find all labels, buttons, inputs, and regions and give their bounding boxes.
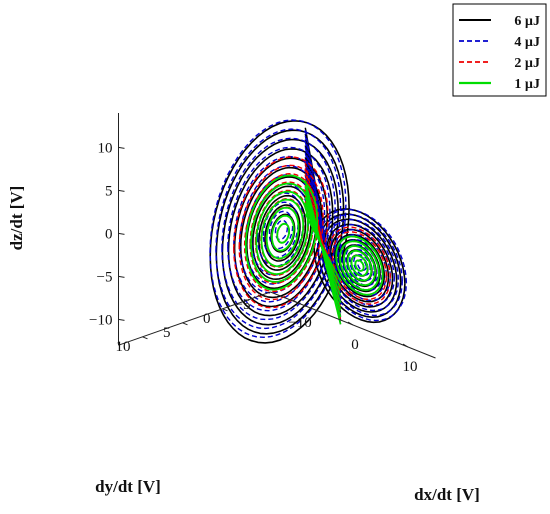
legend-entry-label: 4 µJ xyxy=(514,35,540,50)
z-tick-mark xyxy=(118,275,125,278)
left-scroll-loop xyxy=(260,198,305,268)
right-scroll-loop xyxy=(331,231,388,301)
series-1-j xyxy=(244,174,384,325)
z-tick-mark xyxy=(118,232,125,235)
right-scroll-loop xyxy=(339,240,380,291)
y-tick-mark xyxy=(222,308,228,312)
x-tick-mark xyxy=(292,299,299,304)
right-scroll-loop xyxy=(317,208,408,322)
z-tick-mark xyxy=(118,189,125,192)
right-scroll-loop xyxy=(333,233,386,298)
x-tick-mark xyxy=(402,343,409,348)
left-scroll-loop xyxy=(233,156,329,309)
left-scroll-loop xyxy=(209,119,347,339)
left-scroll-loop xyxy=(238,164,324,301)
left-scroll-loop xyxy=(233,155,326,303)
right-scroll-loop xyxy=(354,259,365,272)
y-tick-label: −5 xyxy=(235,297,251,313)
right-scroll-loop xyxy=(357,259,367,272)
legend: 6 µJ 4 µJ 2 µJ 1 µJ xyxy=(452,3,547,97)
x-tick-label: 10 xyxy=(403,359,418,375)
z-tick-label: 0 xyxy=(105,226,113,242)
left-scroll-loop xyxy=(215,128,342,330)
right-scroll-loop xyxy=(345,244,379,287)
left-scroll-loop xyxy=(243,172,320,293)
z-tick-label: 5 xyxy=(105,183,113,199)
transition-trajectory xyxy=(304,213,342,282)
x-tick-label: −10 xyxy=(288,315,311,331)
z-tick-label: −5 xyxy=(97,269,113,285)
right-scroll-loop xyxy=(325,218,399,312)
x-tick-label: 0 xyxy=(351,337,359,353)
z-tick-mark xyxy=(118,318,125,321)
y-tick-mark xyxy=(182,322,188,326)
left-scroll-loop xyxy=(264,204,301,262)
y-axis-label: dy/dt [V] xyxy=(95,477,161,496)
phase-curves xyxy=(209,119,408,344)
x-axis-label: dx/dt [V] xyxy=(414,485,480,504)
right-scroll-loop xyxy=(342,245,377,287)
left-scroll-loop xyxy=(265,206,300,260)
y-tick-label: 0 xyxy=(203,311,211,327)
legend-entry-label: 2 µJ xyxy=(514,56,540,71)
right-scroll-loop xyxy=(346,249,373,282)
y-tick-label: 10 xyxy=(116,339,131,355)
left-scroll-loop xyxy=(255,190,309,276)
legend-entry-label: 1 µJ xyxy=(514,77,540,92)
transition-trajectory xyxy=(304,200,342,287)
y-axis-line xyxy=(118,291,271,346)
left-scroll-loop xyxy=(227,146,331,312)
left-scroll-loop xyxy=(244,174,319,291)
x-tick-mark xyxy=(347,321,354,326)
right-scroll-loop xyxy=(335,235,384,296)
right-scroll-loop xyxy=(333,228,391,302)
right-scroll-loop xyxy=(329,228,390,303)
legend-entry-label: 6 µJ xyxy=(514,14,540,29)
left-scroll-loop xyxy=(258,194,307,271)
left-scroll-loop xyxy=(221,137,336,321)
z-tick-label: −10 xyxy=(89,312,112,328)
right-scroll-loop xyxy=(350,254,369,277)
right-scroll-loop xyxy=(338,238,381,293)
right-scroll-loop xyxy=(328,226,391,305)
z-tick-label: 10 xyxy=(98,140,113,156)
left-scroll-loop xyxy=(271,214,295,252)
z-tick-mark xyxy=(118,146,125,149)
y-tick-label: 5 xyxy=(163,325,171,341)
z-axis-label: dz/dt [V] xyxy=(7,186,26,251)
right-scroll-loop xyxy=(321,213,403,317)
left-scroll-loop xyxy=(276,222,291,244)
y-tick-mark xyxy=(142,336,148,340)
y-tick-mark xyxy=(262,294,268,298)
right-scroll-loop xyxy=(329,223,395,307)
right-scroll-loop xyxy=(349,249,375,282)
right-scroll-loop xyxy=(353,254,371,277)
left-scroll-loop xyxy=(209,119,350,344)
left-scroll-loop xyxy=(227,148,334,317)
